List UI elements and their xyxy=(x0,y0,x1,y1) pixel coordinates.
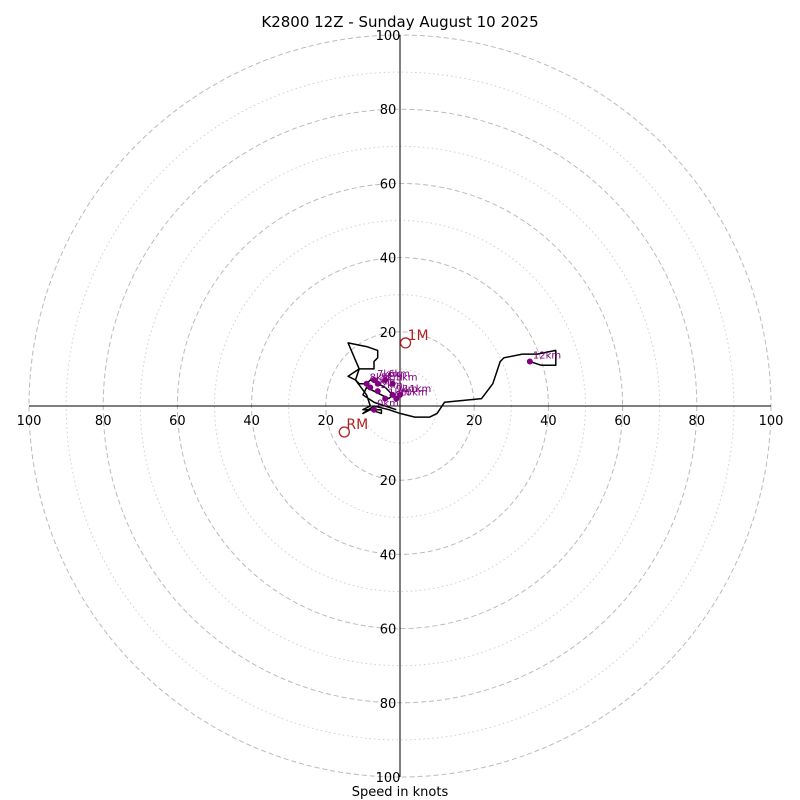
height-marker-label: 7km xyxy=(377,369,399,380)
height-markers: 0km1km2km3km4km5km6km7km8km9km10km11km12… xyxy=(363,350,561,413)
height-marker-dot xyxy=(393,395,400,402)
storm-motion-circle xyxy=(399,337,412,349)
height-marker-dot xyxy=(526,358,533,365)
y-tick-label: 20 xyxy=(380,474,397,489)
axes xyxy=(29,35,771,777)
height-marker-dot xyxy=(397,391,403,398)
y-tick-label: 60 xyxy=(380,623,397,638)
height-marker-label: 5km xyxy=(381,373,403,384)
x-tick-label: 60 xyxy=(614,414,631,429)
x-tick-label: 100 xyxy=(759,414,784,429)
height-marker-dot xyxy=(367,384,374,391)
y-tick-label: 40 xyxy=(380,548,397,563)
x-axis-label: Speed in knots xyxy=(352,785,449,800)
wind-profile-line xyxy=(347,342,557,418)
y-tick-label: 100 xyxy=(376,29,401,44)
height-marker-dot xyxy=(389,391,396,398)
height-marker-dot xyxy=(389,380,396,387)
y-tick-label: 80 xyxy=(380,697,397,712)
storm-motion-label: 1M xyxy=(408,328,429,344)
y-tick-label: 60 xyxy=(380,177,397,192)
height-marker-label: 9km xyxy=(396,384,418,395)
height-marker-label: 11km xyxy=(403,384,431,395)
chart-title: K2800 12Z - Sunday August 10 2025 xyxy=(261,13,538,31)
height-marker-dot xyxy=(374,388,381,395)
y-tick-label: 20 xyxy=(380,326,397,341)
y-tick-label: 80 xyxy=(380,103,397,118)
height-marker-dot xyxy=(363,380,370,387)
height-marker-label: 3km xyxy=(396,373,418,384)
storm-motion-circle xyxy=(338,426,351,438)
height-marker-dot xyxy=(382,377,389,384)
height-marker-label: 10km xyxy=(399,388,427,399)
height-marker-dot xyxy=(382,395,389,402)
x-tick-label: 100 xyxy=(17,414,42,429)
x-tick-label: 60 xyxy=(169,414,186,429)
x-tick-label: 80 xyxy=(689,414,706,429)
x-tick-label: 80 xyxy=(95,414,112,429)
hodograph-trace xyxy=(347,342,557,418)
height-marker-dot xyxy=(371,377,378,384)
x-tick-label: 20 xyxy=(466,414,483,429)
height-marker-dot xyxy=(371,406,378,413)
x-tick-label: 40 xyxy=(243,414,260,429)
storm-motion-markers: 1M RM xyxy=(338,328,429,438)
y-tick-label: 40 xyxy=(380,252,397,267)
height-marker-label: 0km xyxy=(377,399,399,410)
height-marker-dot xyxy=(374,380,381,387)
x-tick-label: 40 xyxy=(540,414,557,429)
tick-labels: 100 100 100 100 80 80 80 80 60 60 60 60 40 40 40 40 20 20… xyxy=(17,29,784,786)
height-marker-label: 6km xyxy=(388,369,410,380)
y-tick-label: 100 xyxy=(376,771,401,786)
height-marker-label: 12km xyxy=(533,350,561,361)
x-tick-label: 20 xyxy=(318,414,335,429)
height-marker-label: 8km xyxy=(370,373,392,384)
storm-motion-label: RM xyxy=(346,417,368,433)
